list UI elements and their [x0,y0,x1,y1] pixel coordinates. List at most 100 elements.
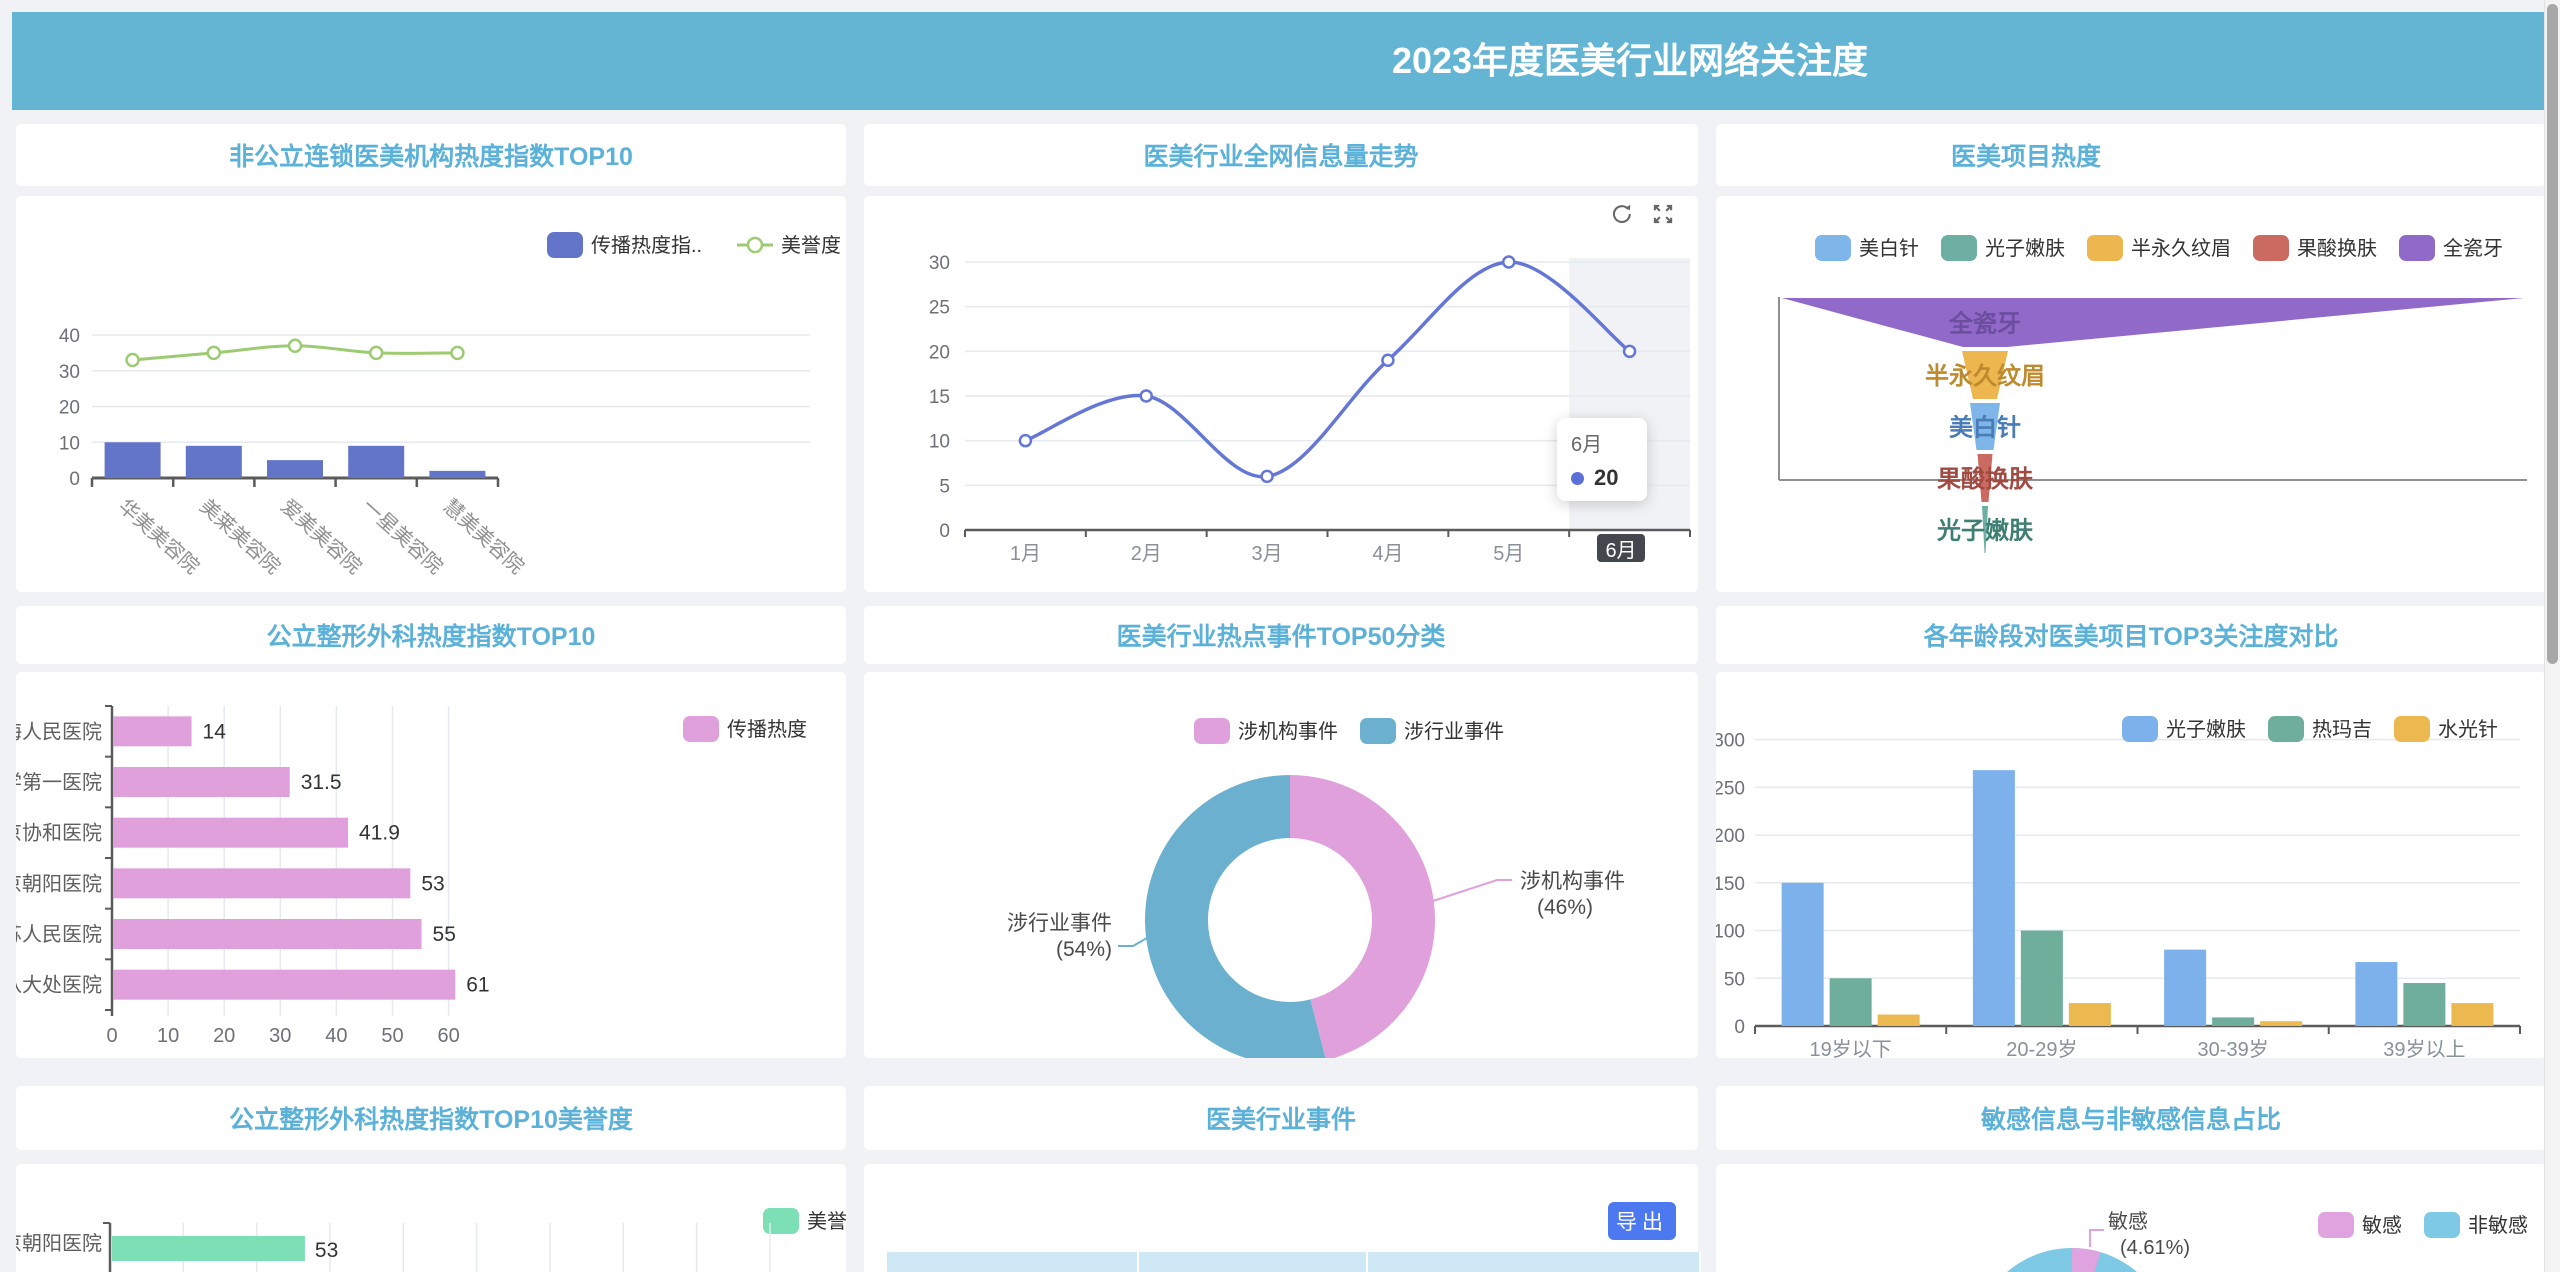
legend-item-敏感[interactable]: 敏感 [2318,1212,2402,1238]
svg-text:10: 10 [157,1025,179,1047]
bar-爱美美容院[interactable] [267,460,323,478]
bar-19岁以下-热玛吉[interactable] [1829,978,1872,1026]
line-chart-p2[interactable]: 0 5 10 15 20 25 30 1月 2月 3月 4月 5月 [864,196,1698,592]
bar-19岁以下-光子嫩肤[interactable] [1781,882,1824,1026]
data-point-3月[interactable] [1260,469,1274,484]
legend-item-果酸换肤[interactable]: 果酸换肤 [2253,235,2377,261]
data-point-6月[interactable] [1622,344,1637,359]
hbar-chart-p4[interactable]: 0 10 20 30 40 50 60 上海人民医院 14 北京大学第一医院 31.5 北京协和医院 4… [16,672,846,1058]
svg-text:涉机构事件: 涉机构事件 [1520,870,1625,893]
data-point-1月[interactable] [1018,433,1033,448]
legend-item-热玛吉[interactable]: 热玛吉 [2268,716,2372,742]
svg-text:热玛吉: 热玛吉 [2312,718,2372,741]
svg-text:20: 20 [59,398,80,419]
bar-一星美容院[interactable] [348,445,405,478]
pie-slice-敏感[interactable] [2072,1248,2101,1272]
bar-江苏人民医院[interactable] [113,919,422,949]
svg-text:涉行业事件: 涉行业事件 [1007,912,1112,935]
svg-text:美白针: 美白针 [1949,414,2021,442]
page-title: 2023年度医美行业网络关注度 [1391,40,1869,81]
bar-20-29岁-光子嫩肤[interactable] [1972,770,2015,1026]
bar-八大处医院[interactable] [113,969,456,1000]
bar-19岁以下-水光针[interactable] [1877,1014,1920,1026]
bar-20-29岁-水光针[interactable] [2068,1003,2111,1026]
bar-慧美美容院[interactable] [429,470,486,478]
bar-北京大学第一医院[interactable] [113,767,290,797]
svg-text:北京协和医院: 北京协和医院 [16,822,102,845]
donut-slice-涉机构事件[interactable] [1290,775,1435,1058]
pie-chart-p9[interactable]: 敏感 (4.61%) 敏感 非敏感 [1716,1164,2546,1272]
svg-text:光子嫩肤: 光子嫩肤 [1936,518,2034,545]
svg-text:八大处医院: 八大处医院 [16,974,102,997]
panel-title-text: 医美行业热点事件TOP50分类 [1116,623,1446,651]
bar-20-29岁-热玛吉[interactable] [2020,930,2063,1026]
restore-icon[interactable] [1608,201,1634,227]
panel-title-p6: 各年龄段对医美项目TOP3关注度对比 [1716,606,2546,664]
legend-item-传播热度[interactable]: 传播热度 [683,716,807,742]
svg-text:全瓷牙: 全瓷牙 [2443,237,2503,260]
data-point-5月[interactable] [1502,255,1516,269]
data-point-2月[interactable] [1139,389,1153,403]
chart-card-p8: 导出 [864,1164,1701,1272]
bar-39岁以上-水光针[interactable] [2451,1003,2494,1026]
bar-北京朝阳医院[interactable] [112,1236,305,1261]
panel-title-text: 各年龄段对医美项目TOP3关注度对比 [1923,623,2339,651]
legend-item-涉机构事件[interactable]: 涉机构事件 [1194,718,1338,744]
bar-30-39岁-光子嫩肤[interactable] [2164,949,2207,1026]
bar-北京朝阳医院[interactable] [113,868,411,899]
bar-30-39岁-热玛吉[interactable] [2212,1017,2255,1026]
funnel-piece-光子嫩肤[interactable] [1982,506,1988,553]
grouped-bar-chart-p6[interactable]: 0 50 100 150 200 250 300 19岁以下 20-29岁 30-39岁 39岁以上… [1716,672,2546,1058]
bar-30-39岁-水光针[interactable] [2260,1021,2303,1026]
panel-title-text: 医美行业事件 [1205,1106,1356,1134]
bar-上海人民医院[interactable] [113,716,192,747]
chart-tooltip: 6月 20 [1557,418,1647,501]
hbar-chart-p7[interactable]: 美誉度北京朝阳医院 53 [16,1164,846,1272]
svg-text:0: 0 [1734,1017,1745,1038]
legend-item-非敏感[interactable]: 非敏感 [2424,1212,2528,1238]
funnel-piece-全瓷牙[interactable] [1782,298,2524,347]
svg-text:0: 0 [939,521,950,542]
legend-item-涉行业事件[interactable]: 涉行业事件 [1360,718,1504,744]
svg-text:50: 50 [381,1025,403,1047]
legend-item-美誉度[interactable]: 美誉度 [737,234,841,257]
bar-39岁以上-光子嫩肤[interactable] [2355,962,2398,1026]
fullscreen-icon[interactable] [1650,201,1676,227]
svg-text:果酸换肤: 果酸换肤 [2297,237,2377,260]
svg-text:2月: 2月 [1131,543,1162,565]
donut-slice-涉行业事件[interactable] [1144,775,1326,1058]
legend-item-光子嫩肤[interactable]: 光子嫩肤 [1941,235,2065,261]
svg-text:光子嫩肤: 光子嫩肤 [2166,718,2246,741]
svg-text:传播热度指..: 传播热度指.. [591,234,702,257]
legend-item-光子嫩肤[interactable]: 光子嫩肤 [2122,716,2246,742]
legend-item-美白针[interactable]: 美白针 [1815,235,1919,261]
svg-text:一星美容院: 一星美容院 [358,495,448,579]
svg-text:41.9: 41.9 [359,822,400,845]
funnel-piece-半永久纹眉[interactable] [1962,351,2008,399]
scrollbar-thumb[interactable] [2547,4,2558,664]
funnel-piece-果酸换肤[interactable] [1977,454,1993,502]
svg-text:25: 25 [929,298,950,319]
export-button[interactable]: 导出 [1608,1202,1676,1240]
legend-item-美誉度[interactable]: 美誉度 [763,1208,846,1234]
legend-item-半永久纹眉[interactable]: 半永久纹眉 [2087,235,2231,261]
svg-text:5: 5 [939,476,950,497]
panel-title-p2: 医美行业全网信息量走势 [864,124,1698,186]
legend-item-水光针[interactable]: 水光针 [2394,716,2498,742]
data-point-4月[interactable] [1381,353,1395,368]
bar-华美美容院[interactable] [104,442,161,478]
funnel-piece-美白针[interactable] [1970,403,2000,450]
svg-text:北京大学第一医院: 北京大学第一医院 [16,771,102,794]
bar-美莱美容院[interactable] [185,445,242,478]
bar-北京协和医院[interactable] [113,817,349,848]
svg-text:传播热度: 传播热度 [727,718,807,741]
svg-text:30: 30 [929,253,950,274]
series-dot [1571,471,1584,485]
svg-text:150: 150 [1716,874,1745,895]
legend-item-全瓷牙[interactable]: 全瓷牙 [2399,235,2503,261]
legend-item-传播热度指..[interactable]: 传播热度指.. [547,232,702,258]
bar-39岁以上-热玛吉[interactable] [2403,983,2446,1026]
